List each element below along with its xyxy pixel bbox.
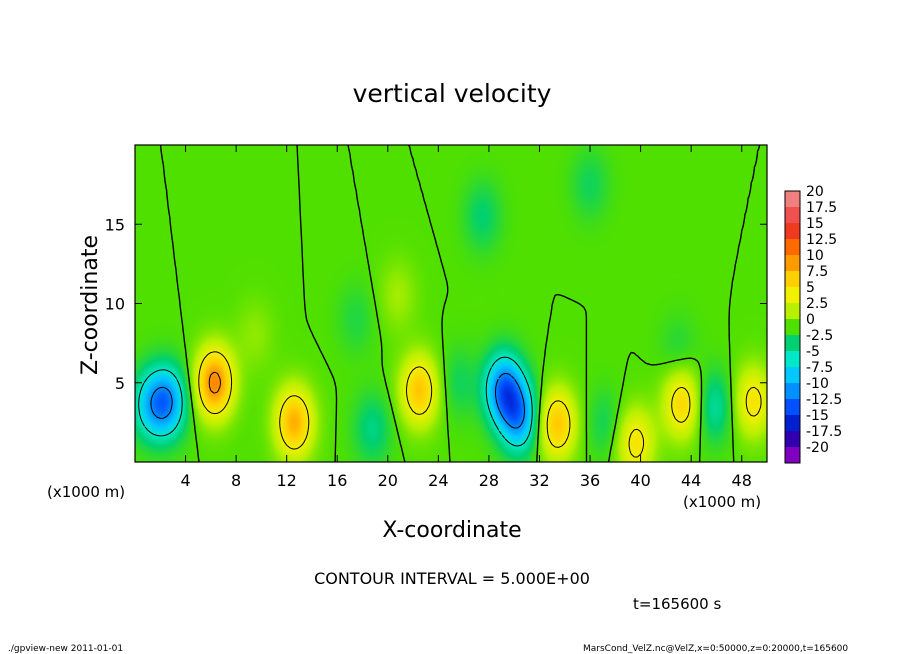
colorbar-cell xyxy=(785,431,800,448)
y-tick-label: 15 xyxy=(105,215,125,234)
colorbar-label: 15 xyxy=(806,216,824,232)
heatmap-field xyxy=(135,145,767,462)
colorbar-cell xyxy=(785,351,800,368)
contour-line xyxy=(159,144,761,463)
footer-source: MarsCond_VelZ.nc@VelZ,x=0:50000,z=0:2000… xyxy=(583,644,848,654)
colorbar-frame xyxy=(784,190,801,464)
x-axis-label: X-coordinate xyxy=(382,518,521,543)
y-axis: 5 10 15 xyxy=(105,215,767,393)
colorbar-label: 5 xyxy=(806,280,815,296)
time-label: t=165600 s xyxy=(633,595,721,613)
colorbar-label: -15 xyxy=(806,408,829,424)
colorbar-label: 7.5 xyxy=(806,264,828,280)
x-tick-label: 48 xyxy=(732,471,752,490)
x-unit-label-right: (x1000 m) xyxy=(683,493,761,511)
chart-title: vertical velocity xyxy=(353,79,552,108)
x-tick-label: 32 xyxy=(529,471,549,490)
colorbar-cell xyxy=(785,239,800,256)
colorbar-cell xyxy=(785,447,800,464)
x-tick-label: 8 xyxy=(231,471,241,490)
colorbar-cell xyxy=(785,383,800,400)
colorbar-label: 20 xyxy=(806,184,824,200)
colorbar-label: 0 xyxy=(806,312,815,328)
colorbar-cell xyxy=(785,335,800,352)
contour-lines xyxy=(138,144,762,463)
colorbar-label: -17.5 xyxy=(806,424,842,440)
colorbar-cell xyxy=(785,223,800,240)
x-unit-label-left: (x1000 m) xyxy=(47,483,125,501)
footer-program: ./gpview-new 2011-01-01 xyxy=(8,644,123,654)
contour-line xyxy=(198,351,762,458)
colorbar-label: -5 xyxy=(806,344,820,360)
x-tick-label: 40 xyxy=(630,471,650,490)
y-tick-label: 10 xyxy=(105,295,125,314)
x-tick-label: 12 xyxy=(277,471,297,490)
colorbar-label: 10 xyxy=(806,248,824,264)
colorbar-cell xyxy=(785,399,800,416)
colorbar-label: -20 xyxy=(806,440,829,456)
colorbar-cell xyxy=(785,287,800,304)
x-tick-label: 44 xyxy=(681,471,701,490)
contour-line xyxy=(150,373,525,429)
contour-line xyxy=(208,371,221,394)
y-tick-label: 5 xyxy=(115,374,125,393)
contour-line xyxy=(138,356,533,447)
colorbar-label: 17.5 xyxy=(806,200,837,216)
colorbar-label: 2.5 xyxy=(806,296,828,312)
colorbar: 2017.51512.5107.552.50-2.5-5-7.5-10-12.5… xyxy=(784,184,842,464)
colorbar-label: -10 xyxy=(806,376,829,392)
colorbar-cell xyxy=(785,303,800,320)
colorbar-cell xyxy=(785,255,800,272)
y-axis-label: Z-coordinate xyxy=(78,235,103,375)
x-tick-label: 36 xyxy=(580,471,600,490)
x-axis: 4 8 12 16 20 24 28 32 36 40 44 48 xyxy=(180,145,752,490)
colorbar-cell xyxy=(785,191,800,208)
colorbar-label: 12.5 xyxy=(806,232,837,248)
colorbar-cell xyxy=(785,207,800,224)
x-tick-label: 24 xyxy=(428,471,448,490)
colorbar-label: -7.5 xyxy=(806,360,833,376)
x-tick-label: 28 xyxy=(479,471,499,490)
colorbar-cell xyxy=(785,271,800,288)
colorbar-cell xyxy=(785,415,800,432)
colorbar-cell xyxy=(785,367,800,384)
colorbar-label: -12.5 xyxy=(806,392,842,408)
x-tick-label: 16 xyxy=(327,471,347,490)
x-tick-label: 4 xyxy=(180,471,190,490)
plot-area xyxy=(134,144,768,463)
colorbar-label: -2.5 xyxy=(806,328,833,344)
contour-interval: CONTOUR INTERVAL = 5.000E+00 xyxy=(314,569,590,588)
x-tick-label: 20 xyxy=(378,471,398,490)
colorbar-cell xyxy=(785,319,800,336)
